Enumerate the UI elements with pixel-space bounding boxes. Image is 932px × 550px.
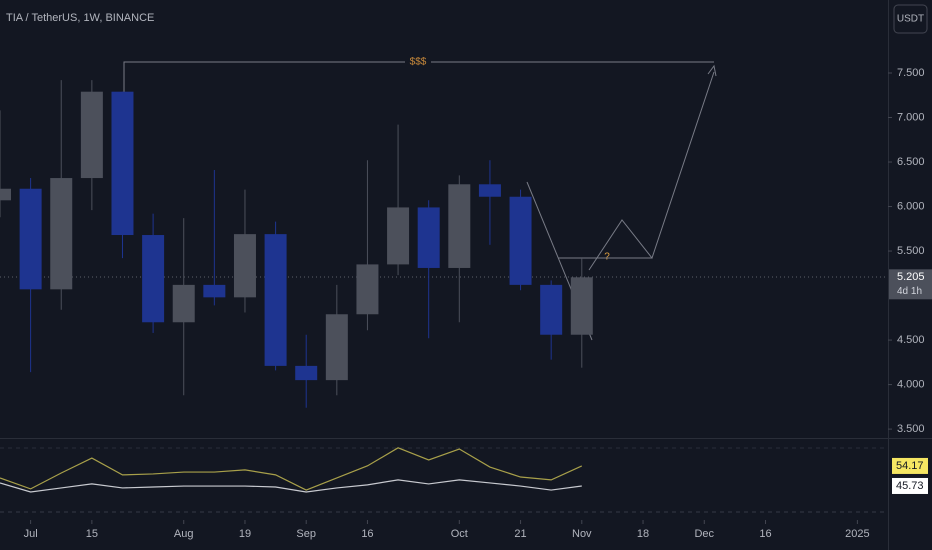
projection-line (588, 71, 715, 271)
candle-body (387, 207, 410, 265)
x-tick-label: Dec (694, 528, 714, 540)
value-tag (892, 457, 928, 474)
x-tick-label: Jul (24, 528, 38, 540)
x-tick-label: Aug (174, 528, 194, 540)
candle-body (19, 188, 42, 290)
drawings (123, 61, 717, 341)
countdown: 4d 1h (897, 286, 922, 297)
x-tick-label: 15 (86, 528, 98, 540)
candle-body (264, 234, 287, 366)
y-tick-label: 6.000 (897, 200, 925, 212)
candle-body (570, 277, 593, 335)
candle-body (540, 284, 563, 335)
candle-body (448, 184, 471, 268)
currency-button[interactable] (893, 4, 928, 34)
x-tick-label: 2025 (845, 528, 869, 540)
currency-label[interactable]: USDT (897, 14, 924, 25)
candle-body (295, 365, 318, 381)
price-tag-label: 5.205 (897, 271, 925, 283)
candle-body (142, 235, 165, 323)
x-tick-label: 16 (759, 528, 771, 540)
price-tag (889, 269, 932, 300)
y-tick-label: 7.000 (897, 111, 925, 123)
candle-body (203, 284, 226, 298)
x-tick-label: Sep (296, 528, 316, 540)
x-tick-label: Oct (451, 528, 468, 540)
value-tag (892, 477, 928, 494)
value-tag-label: 45.73 (896, 480, 924, 492)
candle-body (478, 184, 501, 197)
y-tick-label: 7.500 (897, 67, 925, 79)
target-line (123, 61, 405, 92)
x-tick-label: 19 (239, 528, 251, 540)
candle-body (172, 284, 195, 323)
y-tick-label: 6.500 (897, 156, 925, 168)
x-tick-label: 18 (637, 528, 649, 540)
indicator-line (0, 479, 582, 493)
x-tick-label: 21 (514, 528, 526, 540)
y-tick-label: 5.500 (897, 245, 925, 257)
candle-body (111, 91, 134, 236)
candle-body (356, 264, 379, 315)
candle-body (509, 196, 532, 285)
symbol-title: TIA / TetherUS, 1W, BINANCE (6, 12, 154, 24)
candle-body (80, 91, 103, 179)
arrow-head (707, 64, 717, 77)
candle-body (233, 234, 256, 298)
candle-body (417, 207, 440, 268)
candle-body (0, 188, 11, 201)
y-tick-label: 3.500 (897, 423, 925, 435)
value-tag-label: 54.17 (896, 460, 924, 472)
candle-body (50, 178, 73, 290)
annotation: $$$ (410, 57, 427, 68)
x-tick-label: 16 (361, 528, 373, 540)
candle-body (325, 314, 348, 381)
annotation: ? (604, 252, 610, 263)
y-tick-label: 4.000 (897, 378, 925, 390)
indicator-line (0, 447, 583, 491)
x-tick-label: Nov (572, 528, 592, 540)
y-tick-label: 4.500 (897, 334, 925, 346)
